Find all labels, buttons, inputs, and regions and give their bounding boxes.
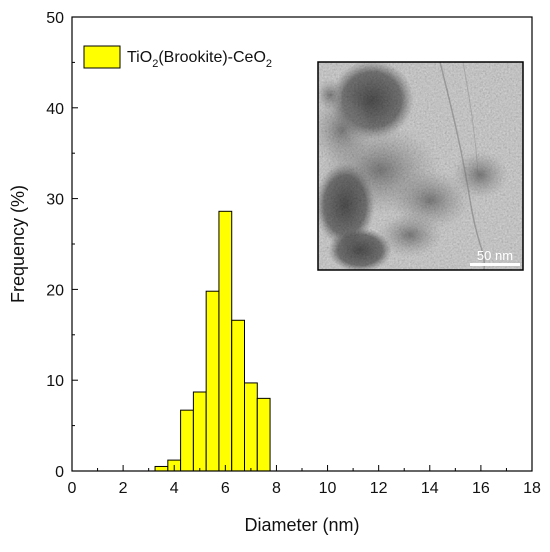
legend-label: TiO2(Brookite)-CeO2 xyxy=(127,49,272,70)
inset-border xyxy=(317,61,524,271)
x-tick-label: 4 xyxy=(170,480,179,497)
plot-frame xyxy=(71,16,533,472)
x-tick-label: 0 xyxy=(68,480,77,497)
histogram-bar xyxy=(192,391,207,472)
x-axis-label: Diameter (nm) xyxy=(244,515,359,535)
y-tick-label: 0 xyxy=(55,464,64,481)
histogram-bar xyxy=(244,382,258,472)
scale-bar-label: 50 nm xyxy=(477,248,513,263)
y-tick-label: 30 xyxy=(46,192,64,209)
y-axis-label: Frequency (%) xyxy=(8,185,28,303)
x-tick-label: 12 xyxy=(370,480,388,497)
histogram-bar xyxy=(154,465,169,472)
y-tick-label: 20 xyxy=(46,282,64,299)
x-tick-label: 18 xyxy=(523,480,541,497)
legend: TiO2(Brookite)-CeO2 xyxy=(83,45,272,70)
x-tick-label: 6 xyxy=(221,480,230,497)
histogram-bar xyxy=(231,319,246,472)
histogram-bar xyxy=(256,397,271,472)
y-tick-label: 10 xyxy=(46,373,64,390)
histogram-bar xyxy=(180,409,194,472)
x-tick-label: 10 xyxy=(319,480,337,497)
axis-tick-labels: 0 2 4 6 8 10 12 14 16 18 0 10 20 30 40 50 xyxy=(46,10,541,497)
x-tick-label: 8 xyxy=(272,480,281,497)
histogram-bar xyxy=(218,210,233,472)
axis-ticks xyxy=(71,16,533,472)
x-tick-label: 14 xyxy=(421,480,439,497)
x-tick-label: 16 xyxy=(472,480,490,497)
y-tick-label: 50 xyxy=(46,10,64,27)
histogram-bars xyxy=(154,210,271,472)
histogram-bar xyxy=(205,290,220,472)
scale-bar xyxy=(470,263,520,266)
x-tick-label: 2 xyxy=(119,480,128,497)
legend-swatch xyxy=(83,45,121,69)
tem-inset-image: 50 nm xyxy=(318,62,523,270)
y-tick-label: 40 xyxy=(46,101,64,118)
